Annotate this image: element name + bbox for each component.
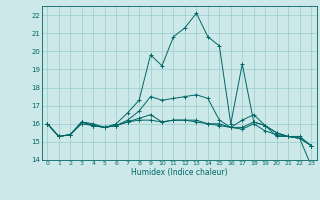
X-axis label: Humidex (Indice chaleur): Humidex (Indice chaleur) <box>131 168 228 177</box>
